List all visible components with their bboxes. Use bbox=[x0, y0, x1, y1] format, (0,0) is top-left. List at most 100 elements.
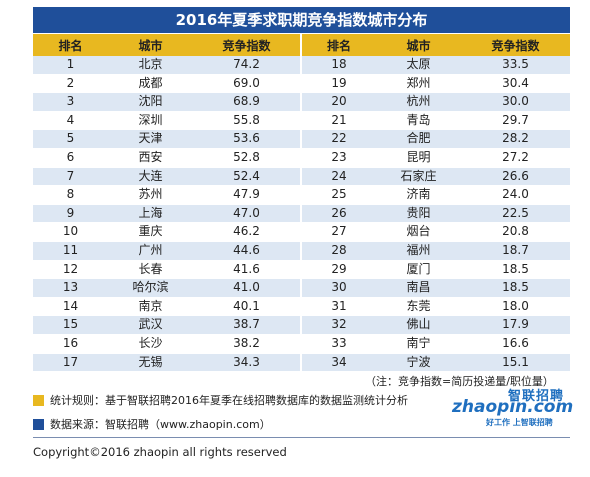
city-cell: 福州 bbox=[376, 241, 461, 261]
index-cell: 18.5 bbox=[461, 278, 570, 298]
rank-cell: 19 bbox=[300, 74, 376, 94]
city-cell: 贵阳 bbox=[376, 204, 461, 224]
rank-cell: 24 bbox=[300, 167, 376, 187]
index-cell: 40.1 bbox=[193, 297, 301, 317]
header-city-2: 城市 bbox=[376, 34, 461, 56]
index-cell: 44.6 bbox=[193, 241, 301, 261]
rank-cell: 21 bbox=[300, 111, 376, 131]
city-cell: 济南 bbox=[376, 185, 461, 205]
rank-cell: 2 bbox=[33, 74, 108, 94]
blue-square-icon bbox=[33, 418, 44, 430]
rank-cell: 28 bbox=[300, 241, 376, 261]
rank-cell: 16 bbox=[33, 334, 108, 354]
rank-cell: 26 bbox=[300, 204, 376, 224]
header-rank-2: 排名 bbox=[300, 34, 376, 56]
table-row: 8 苏州 47.9 25 济南 24.0 bbox=[33, 185, 570, 205]
table-row: 3 沈阳 68.9 20 杭州 30.0 bbox=[33, 92, 570, 112]
index-cell: 68.9 bbox=[193, 92, 301, 112]
rank-cell: 29 bbox=[300, 260, 376, 280]
index-cell: 74.2 bbox=[193, 56, 301, 75]
index-cell: 47.0 bbox=[193, 204, 301, 224]
legend-rule-text: 统计规则：基于智联招聘2016年夏季在线招聘数据库的数据监测统计分析 bbox=[50, 394, 408, 407]
index-cell: 34.3 bbox=[193, 353, 301, 373]
city-cell: 上海 bbox=[108, 204, 193, 224]
index-cell: 55.8 bbox=[193, 111, 301, 131]
header-city-1: 城市 bbox=[108, 34, 193, 56]
legend-source-text: 数据来源：智联招聘（www.zhaopin.com） bbox=[50, 418, 271, 431]
rank-cell: 13 bbox=[33, 278, 108, 298]
city-cell: 南京 bbox=[108, 297, 193, 317]
index-cell: 52.4 bbox=[193, 167, 301, 187]
index-cell: 38.7 bbox=[193, 315, 301, 335]
city-cell: 北京 bbox=[108, 56, 193, 75]
city-cell: 东莞 bbox=[376, 297, 461, 317]
index-cell: 18.0 bbox=[461, 297, 570, 317]
rank-cell: 32 bbox=[300, 315, 376, 335]
index-cell: 52.8 bbox=[193, 148, 301, 168]
city-cell: 苏州 bbox=[108, 185, 193, 205]
rank-cell: 14 bbox=[33, 297, 108, 317]
rank-cell: 27 bbox=[300, 222, 376, 242]
table-row: 5 天津 53.6 22 合肥 28.2 bbox=[33, 129, 570, 149]
copyright-text: Copyright©2016 zhaopin all rights reserv… bbox=[33, 445, 287, 459]
table-row: 6 西安 52.8 23 昆明 27.2 bbox=[33, 148, 570, 168]
city-cell: 武汉 bbox=[108, 315, 193, 335]
city-cell: 成都 bbox=[108, 74, 193, 94]
header-rank-1: 排名 bbox=[33, 34, 108, 56]
city-cell: 无锡 bbox=[108, 353, 193, 373]
rank-cell: 4 bbox=[33, 111, 108, 131]
table-row: 9 上海 47.0 26 贵阳 22.5 bbox=[33, 204, 570, 224]
city-cell: 天津 bbox=[108, 129, 193, 149]
city-cell: 广州 bbox=[108, 241, 193, 261]
city-cell: 佛山 bbox=[376, 315, 461, 335]
table-row: 4 深圳 55.8 21 青岛 29.7 bbox=[33, 111, 570, 131]
city-cell: 南宁 bbox=[376, 334, 461, 354]
index-cell: 24.0 bbox=[461, 185, 570, 205]
index-cell: 17.9 bbox=[461, 315, 570, 335]
rank-cell: 25 bbox=[300, 185, 376, 205]
rank-cell: 12 bbox=[33, 260, 108, 280]
index-cell: 22.5 bbox=[461, 204, 570, 224]
rank-cell: 11 bbox=[33, 241, 108, 261]
zhaopin-logo: 智联招聘 zhaopin.com 好工作 上智联招聘 bbox=[452, 385, 574, 431]
ranking-table: 排名 城市 竞争指数 排名 城市 竞争指数 1 北京 74.2 18 太原 33.5 2 成都… bbox=[33, 34, 570, 373]
rank-cell: 18 bbox=[300, 56, 376, 75]
yellow-square-icon bbox=[33, 394, 44, 406]
index-cell: 15.1 bbox=[461, 353, 570, 373]
city-cell: 深圳 bbox=[108, 111, 193, 131]
index-cell: 30.0 bbox=[461, 92, 570, 112]
table-row: 2 成都 69.0 19 郑州 30.4 bbox=[33, 74, 570, 94]
index-cell: 28.2 bbox=[461, 129, 570, 149]
index-cell: 41.6 bbox=[193, 260, 301, 280]
logo-english-name: zhaopin.com bbox=[452, 397, 574, 417]
rank-cell: 15 bbox=[33, 315, 108, 335]
page-title: 2016年夏季求职期竞争指数城市分布 bbox=[33, 7, 570, 33]
table-row: 13 哈尔滨 41.0 30 南昌 18.5 bbox=[33, 278, 570, 298]
table-row: 16 长沙 38.2 33 南宁 16.6 bbox=[33, 334, 570, 354]
index-cell: 26.6 bbox=[461, 167, 570, 187]
index-cell: 18.7 bbox=[461, 241, 570, 261]
divider bbox=[33, 437, 570, 438]
city-cell: 西安 bbox=[108, 148, 193, 168]
table-row: 15 武汉 38.7 32 佛山 17.9 bbox=[33, 315, 570, 335]
index-cell: 33.5 bbox=[461, 56, 570, 75]
city-cell: 长春 bbox=[108, 260, 193, 280]
city-cell: 青岛 bbox=[376, 111, 461, 131]
city-cell: 昆明 bbox=[376, 148, 461, 168]
city-cell: 合肥 bbox=[376, 129, 461, 149]
header-index-1: 竞争指数 bbox=[193, 34, 301, 56]
city-cell: 南昌 bbox=[376, 278, 461, 298]
rank-cell: 23 bbox=[300, 148, 376, 168]
rank-cell: 5 bbox=[33, 129, 108, 149]
rank-cell: 10 bbox=[33, 222, 108, 242]
index-cell: 38.2 bbox=[193, 334, 301, 354]
table-row: 17 无锡 34.3 34 宁波 15.1 bbox=[33, 353, 570, 373]
rank-cell: 30 bbox=[300, 278, 376, 298]
index-cell: 29.7 bbox=[461, 111, 570, 131]
city-cell: 大连 bbox=[108, 167, 193, 187]
table-row: 10 重庆 46.2 27 烟台 20.8 bbox=[33, 222, 570, 242]
rank-cell: 17 bbox=[33, 353, 108, 373]
city-cell: 石家庄 bbox=[376, 167, 461, 187]
table-header-row: 排名 城市 竞争指数 排名 城市 竞争指数 bbox=[33, 34, 570, 56]
rank-cell: 34 bbox=[300, 353, 376, 373]
